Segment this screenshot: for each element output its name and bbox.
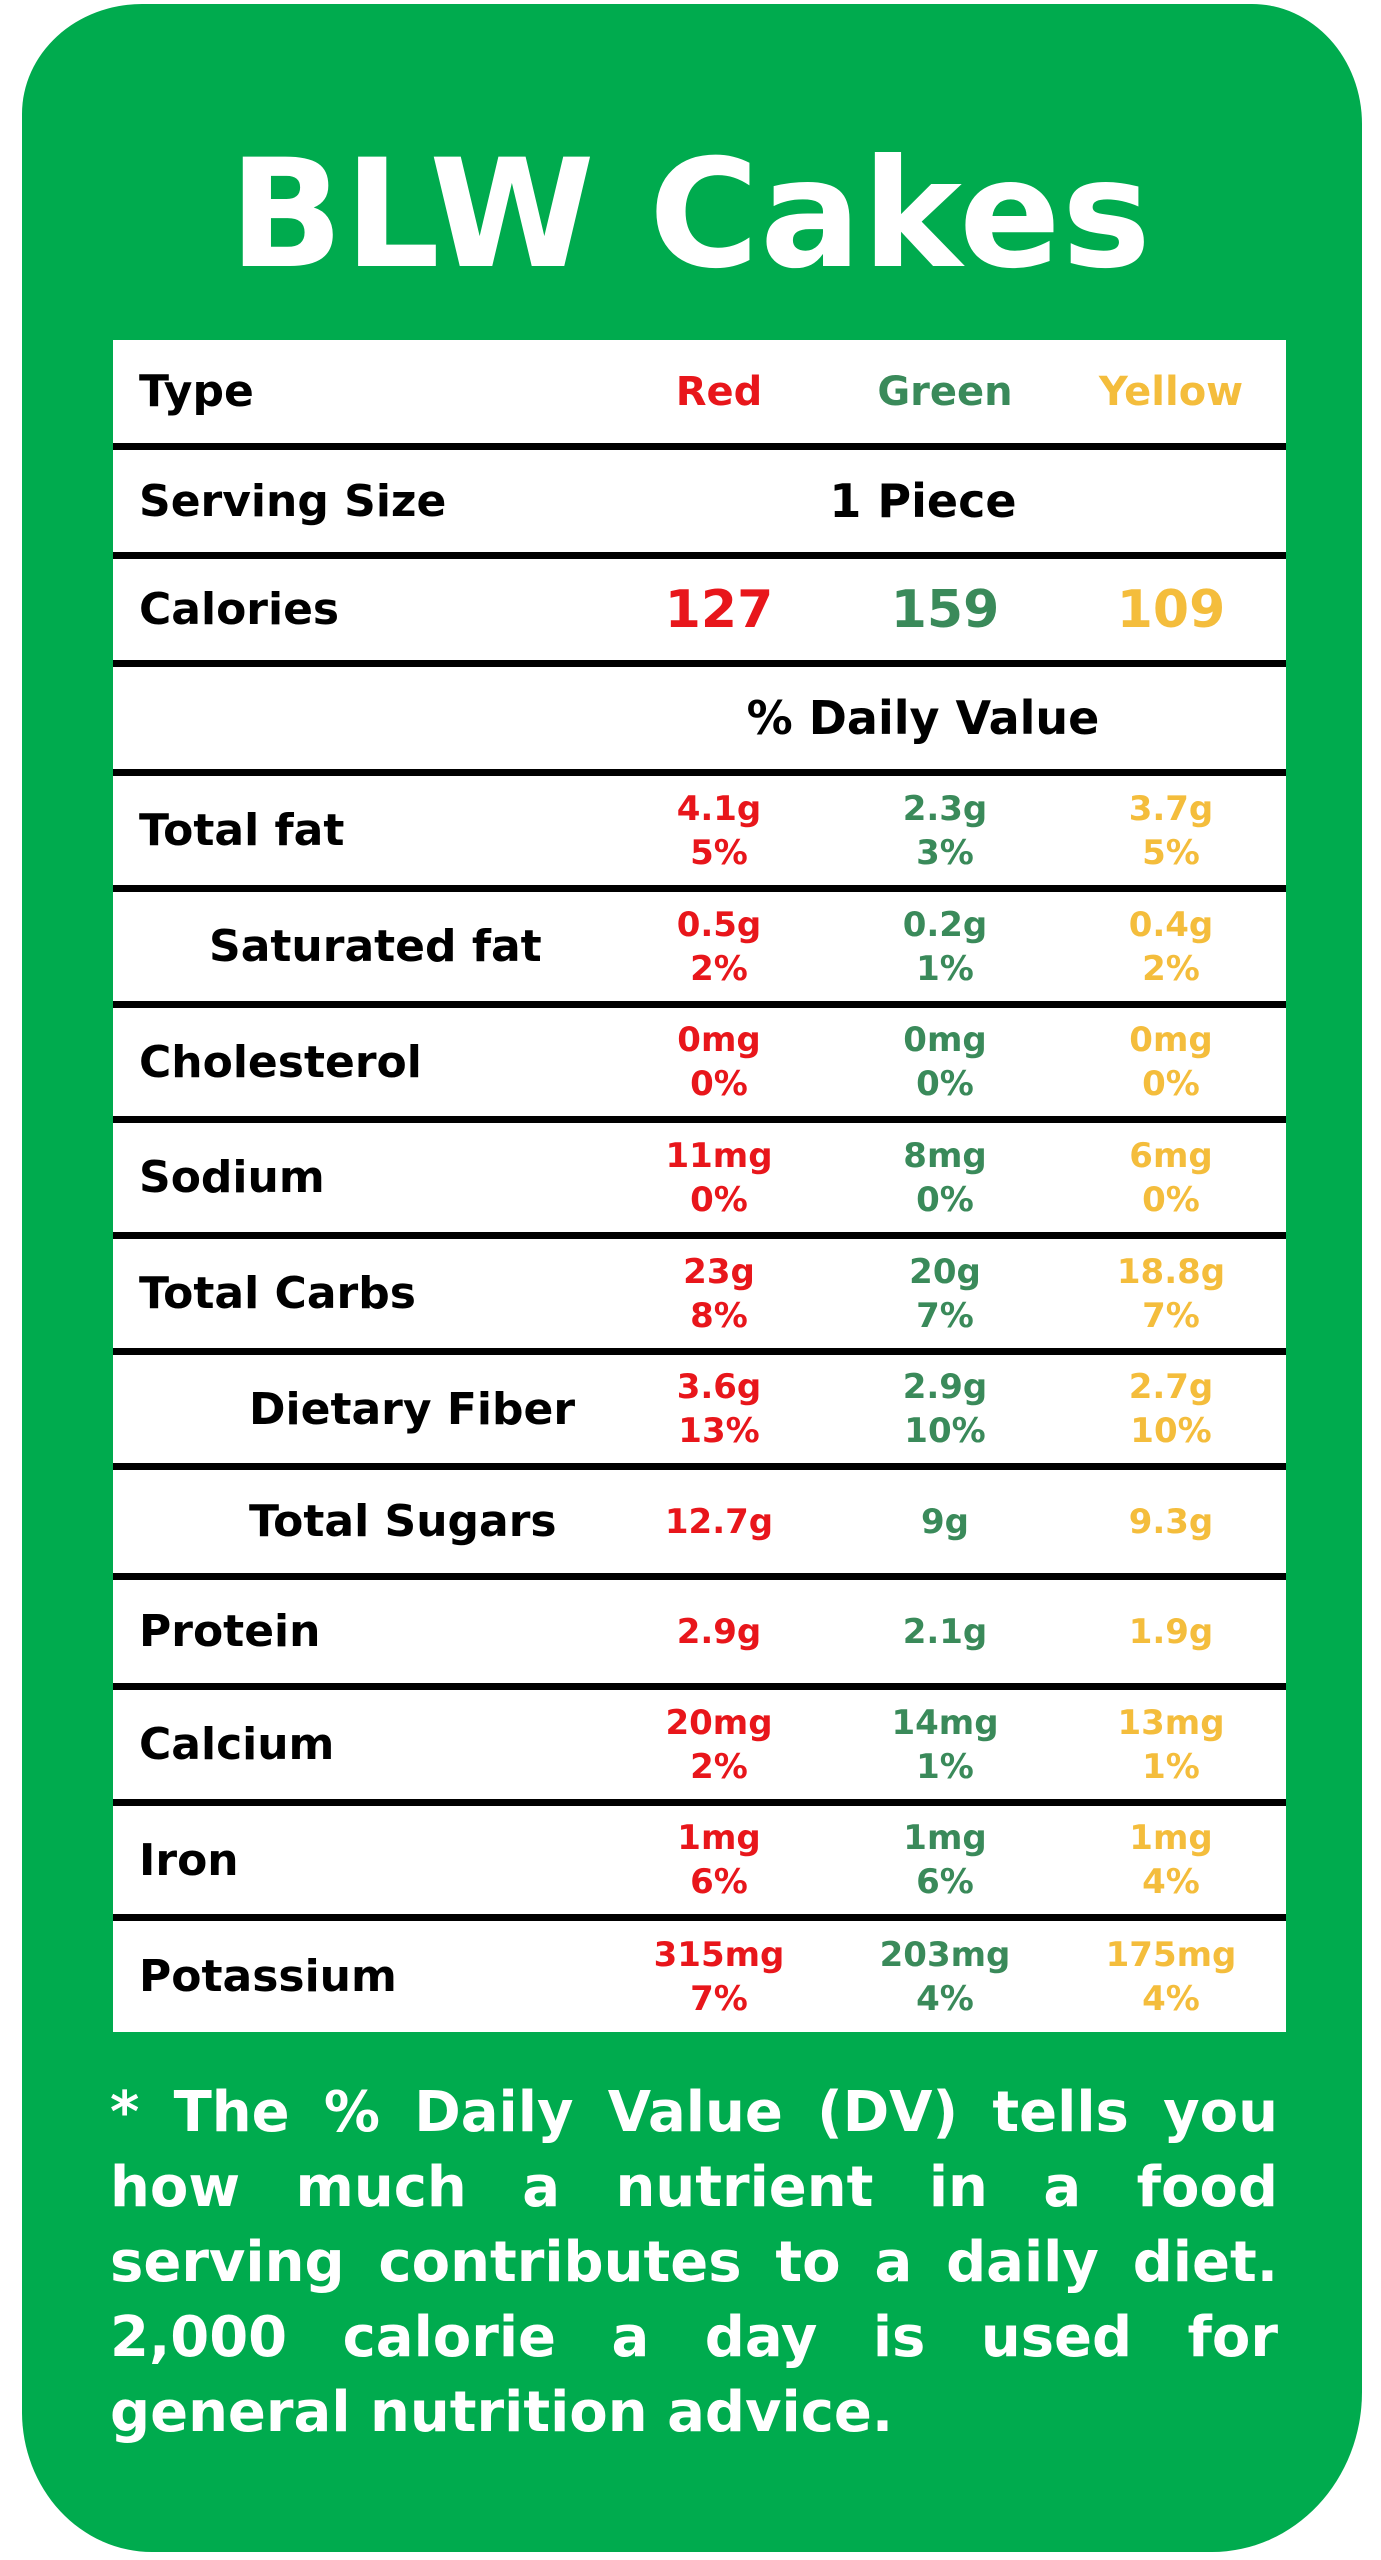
nutrient-row-total-fat: Total fat 4.1g 5% 2.3g 3% 3.7g 5% <box>113 776 1286 892</box>
nutrient-value-yellow: 175mg 4% <box>1105 1934 1237 2019</box>
nutrient-value-yellow: 0.4g 2% <box>1128 904 1214 989</box>
nutrient-row-total-sugars: Total Sugars 12.7g 9g 9.3g <box>113 1470 1286 1580</box>
type-label: Type <box>139 366 254 417</box>
daily-value-footnote: * The % Daily Value (DV) tells you how m… <box>110 2080 1278 2445</box>
column-header-red: Red <box>675 368 763 415</box>
nutrition-table: Type Red Green Yellow Serving Size 1 Pie… <box>113 340 1286 2032</box>
nutrient-value-red: 20mg 2% <box>665 1702 773 1787</box>
nutrient-value-green: 20g 7% <box>909 1251 981 1336</box>
calories-label: Calories <box>139 584 340 635</box>
nutrient-label: Protein <box>139 1606 321 1657</box>
nutrient-label: Iron <box>139 1834 239 1886</box>
nutrient-value-yellow: 2.7g 10% <box>1128 1367 1214 1451</box>
nutrient-label: Cholesterol <box>139 1036 422 1088</box>
nutrient-label: Sodium <box>139 1152 325 1203</box>
serving-size-label: Serving Size <box>139 475 447 527</box>
nutrient-value-green: 0mg 0% <box>903 1020 987 1104</box>
nutrient-value-red: 23g 8% <box>683 1251 755 1336</box>
daily-value-header: % Daily Value <box>746 691 1100 745</box>
column-header-yellow: Yellow <box>1098 368 1244 415</box>
nutrient-value-yellow: 9.3g <box>1128 1501 1214 1542</box>
nutrient-value-red: 0mg 0% <box>677 1020 761 1104</box>
nutrient-label: Potassium <box>139 1951 397 2002</box>
nutrient-label: Total Sugars <box>249 1496 557 1547</box>
nutrient-value-green: 203mg 4% <box>879 1934 1011 2019</box>
nutrient-value-yellow: 13mg 1% <box>1117 1702 1225 1787</box>
nutrient-row-iron: Iron 1mg 6% 1mg 6% 1mg 4% <box>113 1806 1286 1921</box>
calories-red: 127 <box>664 579 774 640</box>
serving-size-value: 1 Piece <box>829 474 1017 528</box>
nutrient-value-red: 4.1g 5% <box>676 788 762 873</box>
nutrient-value-red: 0.5g 2% <box>676 904 762 989</box>
calories-row: Calories 127 159 109 <box>113 559 1286 667</box>
nutrient-value-green: 0.2g 1% <box>902 904 988 989</box>
nutrient-label: Total Carbs <box>139 1268 416 1319</box>
nutrient-value-yellow: 0mg 0% <box>1129 1020 1213 1104</box>
calories-green: 159 <box>890 579 1000 640</box>
calories-yellow: 109 <box>1116 579 1226 640</box>
nutrient-label: Saturated fat <box>209 921 542 972</box>
nutrient-value-green: 14mg 1% <box>891 1702 999 1787</box>
nutrient-row-potassium: Potassium 315mg 7% 203mg 4% 175mg 4% <box>113 1921 1286 2032</box>
page-title: BLW Cakes <box>229 128 1152 302</box>
nutrient-value-red: 12.7g <box>664 1501 774 1542</box>
nutrient-row-saturated-fat: Saturated fat 0.5g 2% 0.2g 1% 0.4g 2% <box>113 892 1286 1008</box>
column-header-green: Green <box>877 368 1013 415</box>
serving-size-row: Serving Size 1 Piece <box>113 450 1286 559</box>
nutrient-label: Total fat <box>139 805 345 856</box>
nutrient-value-red: 2.9g <box>676 1611 762 1652</box>
nutrient-value-green: 8mg 0% <box>903 1135 987 1220</box>
nutrient-value-yellow: 18.8g 7% <box>1116 1251 1226 1336</box>
nutrient-value-green: 2.3g 3% <box>902 788 988 873</box>
nutrient-value-red: 315mg 7% <box>653 1934 785 2019</box>
nutrient-value-green: 2.9g 10% <box>902 1367 988 1451</box>
nutrient-value-green: 1mg 6% <box>903 1818 987 1902</box>
nutrient-value-green: 2.1g <box>902 1611 988 1652</box>
nutrient-value-red: 3.6g 13% <box>676 1367 762 1451</box>
nutrient-row-cholesterol: Cholesterol 0mg 0% 0mg 0% 0mg 0% <box>113 1008 1286 1123</box>
nutrient-value-yellow: 1mg 4% <box>1129 1818 1213 1902</box>
nutrient-label: Dietary Fiber <box>249 1383 576 1435</box>
nutrient-label: Calcium <box>139 1719 335 1770</box>
nutrient-value-red: 11mg 0% <box>665 1135 773 1220</box>
nutrient-value-yellow: 3.7g 5% <box>1128 788 1214 873</box>
nutrient-row-protein: Protein 2.9g 2.1g 1.9g <box>113 1580 1286 1690</box>
nutrient-row-dietary-fiber: Dietary Fiber 3.6g 13% 2.9g 10% 2.7g 10% <box>113 1355 1286 1470</box>
nutrient-value-yellow: 1.9g <box>1128 1611 1214 1652</box>
nutrient-row-total-carbs: Total Carbs 23g 8% 20g 7% 18.8g 7% <box>113 1239 1286 1355</box>
nutrient-value-green: 9g <box>921 1501 969 1542</box>
nutrient-value-yellow: 6mg 0% <box>1129 1135 1213 1220</box>
nutrient-value-red: 1mg 6% <box>677 1818 761 1902</box>
nutrient-row-sodium: Sodium 11mg 0% 8mg 0% 6mg 0% <box>113 1123 1286 1239</box>
daily-value-header-row: % Daily Value <box>113 667 1286 776</box>
nutrient-row-calcium: Calcium 20mg 2% 14mg 1% 13mg 1% <box>113 1690 1286 1806</box>
type-row: Type Red Green Yellow <box>113 340 1286 450</box>
